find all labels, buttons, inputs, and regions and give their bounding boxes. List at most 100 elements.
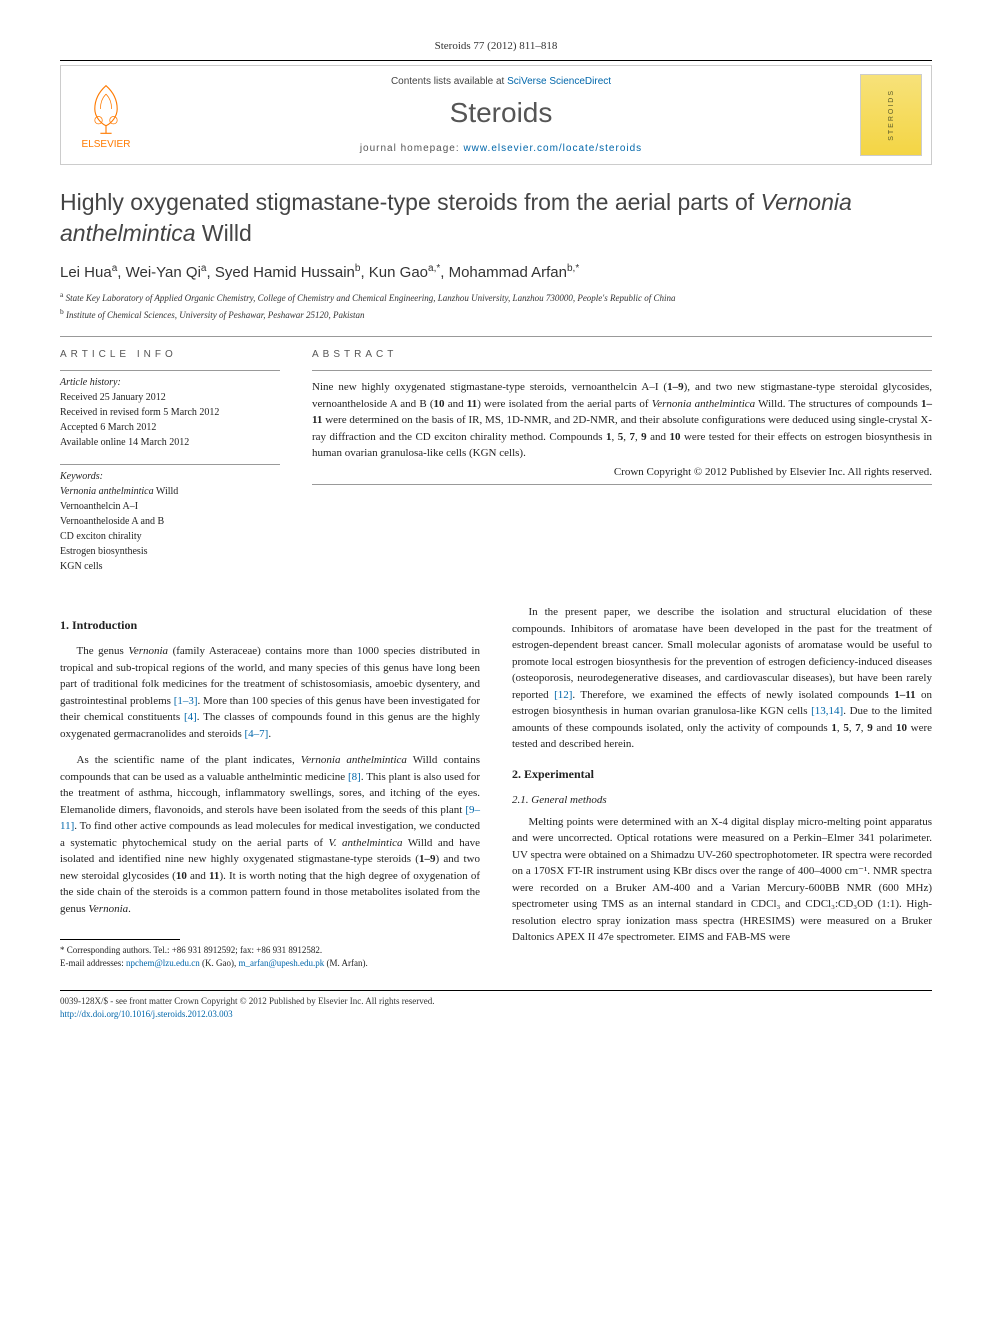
kw-ital: Vernonia anthelmintica [60, 486, 154, 497]
cover-spine-text: STEROIDS [888, 89, 895, 141]
affil-mark: b [60, 307, 64, 316]
author: Syed Hamid Hussainb [215, 264, 361, 281]
ref-link[interactable]: [13,14] [811, 705, 843, 717]
keyword: Vernoanthelcin A–I [60, 499, 280, 514]
t: 10 [176, 870, 187, 882]
elsevier-tree-icon [78, 81, 134, 137]
journal-homepage-line: journal homepage: www.elsevier.com/locat… [151, 143, 851, 154]
title-pre: Highly oxygenated stigmastane-type stero… [60, 189, 761, 215]
t: and [873, 722, 896, 734]
t: and [187, 870, 209, 882]
keyword: Vernonia anthelmintica Willd [60, 484, 280, 499]
ref-link[interactable]: [1–3] [174, 695, 198, 707]
corr-email-link[interactable]: npchem@lzu.edu.cn [126, 958, 200, 968]
title-post: Willd [196, 220, 252, 246]
publisher-name: ELSEVIER [82, 139, 131, 150]
info-rule [60, 464, 280, 465]
author: Mohammad Arfanb,* [449, 264, 580, 281]
author-name: Mohammad Arfan [449, 264, 567, 281]
doi-link[interactable]: http://dx.doi.org/10.1016/j.steroids.201… [60, 1009, 233, 1019]
t: . Therefore, we examined the effects of … [572, 689, 894, 701]
corr-email-link[interactable]: m_arfan@upesh.edu.pk [239, 958, 325, 968]
info-rule [60, 370, 280, 371]
journal-cover-thumb: STEROIDS [860, 74, 922, 156]
abstract-rule [312, 370, 932, 371]
author-name: Syed Hamid Hussain [215, 264, 355, 281]
author: Wei-Yan Qia [126, 264, 207, 281]
affiliation: a State Key Laboratory of Applied Organi… [60, 289, 932, 306]
journal-cover-box: STEROIDS [851, 66, 931, 164]
journal-banner: ELSEVIER Contents lists available at Sci… [60, 65, 932, 165]
keyword: CD exciton chirality [60, 529, 280, 544]
journal-name: Steroids [151, 97, 851, 129]
history-item: Accepted 6 March 2012 [60, 420, 280, 435]
footer-meta: 0039-128X/$ - see front matter Crown Cop… [60, 995, 932, 1021]
t: 1–9 [419, 853, 436, 865]
affiliations: a State Key Laboratory of Applied Organi… [60, 289, 932, 322]
email-label: E-mail addresses: [60, 958, 124, 968]
t: The genus [77, 645, 129, 657]
article-title: Highly oxygenated stigmastane-type stero… [60, 187, 932, 249]
author-affil-mark: b,* [567, 263, 579, 274]
journal-center: Contents lists available at SciVerse Sci… [151, 66, 851, 164]
t: (M. Arfan). [324, 958, 368, 968]
contents-available-line: Contents lists available at SciVerse Sci… [151, 76, 851, 87]
t: (K. Gao), [200, 958, 239, 968]
abstract-text: Nine new highly oxygenated stigmastane-t… [312, 379, 932, 462]
page: Steroids 77 (2012) 811–818 ELSEVIER Cont… [0, 0, 992, 1071]
affil-mark: a [60, 290, 63, 299]
info-abstract-row: ARTICLE INFO Article history: Received 2… [60, 349, 932, 574]
section-heading-intro: 1. Introduction [60, 618, 480, 633]
keywords-label: Keywords: [60, 471, 280, 482]
section-heading-experimental: 2. Experimental [512, 767, 932, 782]
ref-link[interactable]: [4] [184, 711, 197, 723]
t: 10 [896, 722, 907, 734]
right-column: In the present paper, we describe the is… [512, 604, 932, 970]
article-info-heading: ARTICLE INFO [60, 349, 280, 360]
history-item: Received in revised form 5 March 2012 [60, 405, 280, 420]
intro-para-1: The genus Vernonia (family Asteraceae) c… [60, 643, 480, 742]
header-rule [60, 60, 932, 61]
author: Kun Gaoa,* [369, 264, 440, 281]
homepage-prefix: journal homepage: [360, 143, 464, 154]
body-columns: 1. Introduction The genus Vernonia (fami… [60, 604, 932, 970]
ref-link[interactable]: [8] [348, 771, 361, 783]
corresponding-author-note: * Corresponding authors. Tel.: +86 931 8… [60, 944, 480, 957]
affil-text: State Key Laboratory of Applied Organic … [66, 293, 676, 303]
email-addresses-note: E-mail addresses: npchem@lzu.edu.cn (K. … [60, 957, 480, 970]
t: 1–11 [894, 689, 915, 701]
author-name: Kun Gao [369, 264, 428, 281]
keyword: Estrogen biosynthesis [60, 544, 280, 559]
intro-para-2: As the scientific name of the plant indi… [60, 752, 480, 917]
author-affil-mark: b [355, 263, 361, 274]
section-rule [60, 336, 932, 337]
abstract-copyright: Crown Copyright © 2012 Published by Else… [312, 466, 932, 478]
abstract-heading: ABSTRACT [312, 349, 932, 360]
author-name: Wei-Yan Qi [126, 264, 201, 281]
subsection-heading-general: 2.1. General methods [512, 794, 932, 806]
t: . [268, 728, 271, 740]
keyword: Vernoantheloside A and B [60, 514, 280, 529]
sciencedirect-link[interactable]: SciVerse ScienceDirect [507, 76, 611, 87]
front-matter-line: 0039-128X/$ - see front matter Crown Cop… [60, 995, 932, 1008]
ref-link[interactable]: [12] [554, 689, 572, 701]
keyword: KGN cells [60, 559, 280, 574]
author-affil-mark: a [201, 263, 207, 274]
publisher-logo-box: ELSEVIER [61, 66, 151, 164]
t: Vernonia [128, 645, 168, 657]
footer-rule [60, 990, 932, 991]
affiliation: b Institute of Chemical Sciences, Univer… [60, 306, 932, 323]
ref-link[interactable]: [4–7] [245, 728, 269, 740]
history-label: Article history: [60, 377, 280, 388]
kw-text: Willd [154, 486, 179, 497]
authors: Lei Huaa, Wei-Yan Qia, Syed Hamid Hussai… [60, 263, 932, 281]
author-name: Lei Hua [60, 264, 112, 281]
abstract: ABSTRACT Nine new highly oxygenated stig… [312, 349, 932, 574]
footnote-rule [60, 939, 180, 940]
t: In the present paper, we describe the is… [512, 606, 932, 701]
contents-prefix: Contents lists available at [391, 76, 507, 87]
history-item: Received 25 January 2012 [60, 390, 280, 405]
running-header: Steroids 77 (2012) 811–818 [60, 40, 932, 52]
journal-homepage-link[interactable]: www.elsevier.com/locate/steroids [463, 143, 642, 154]
t: . [128, 903, 131, 915]
